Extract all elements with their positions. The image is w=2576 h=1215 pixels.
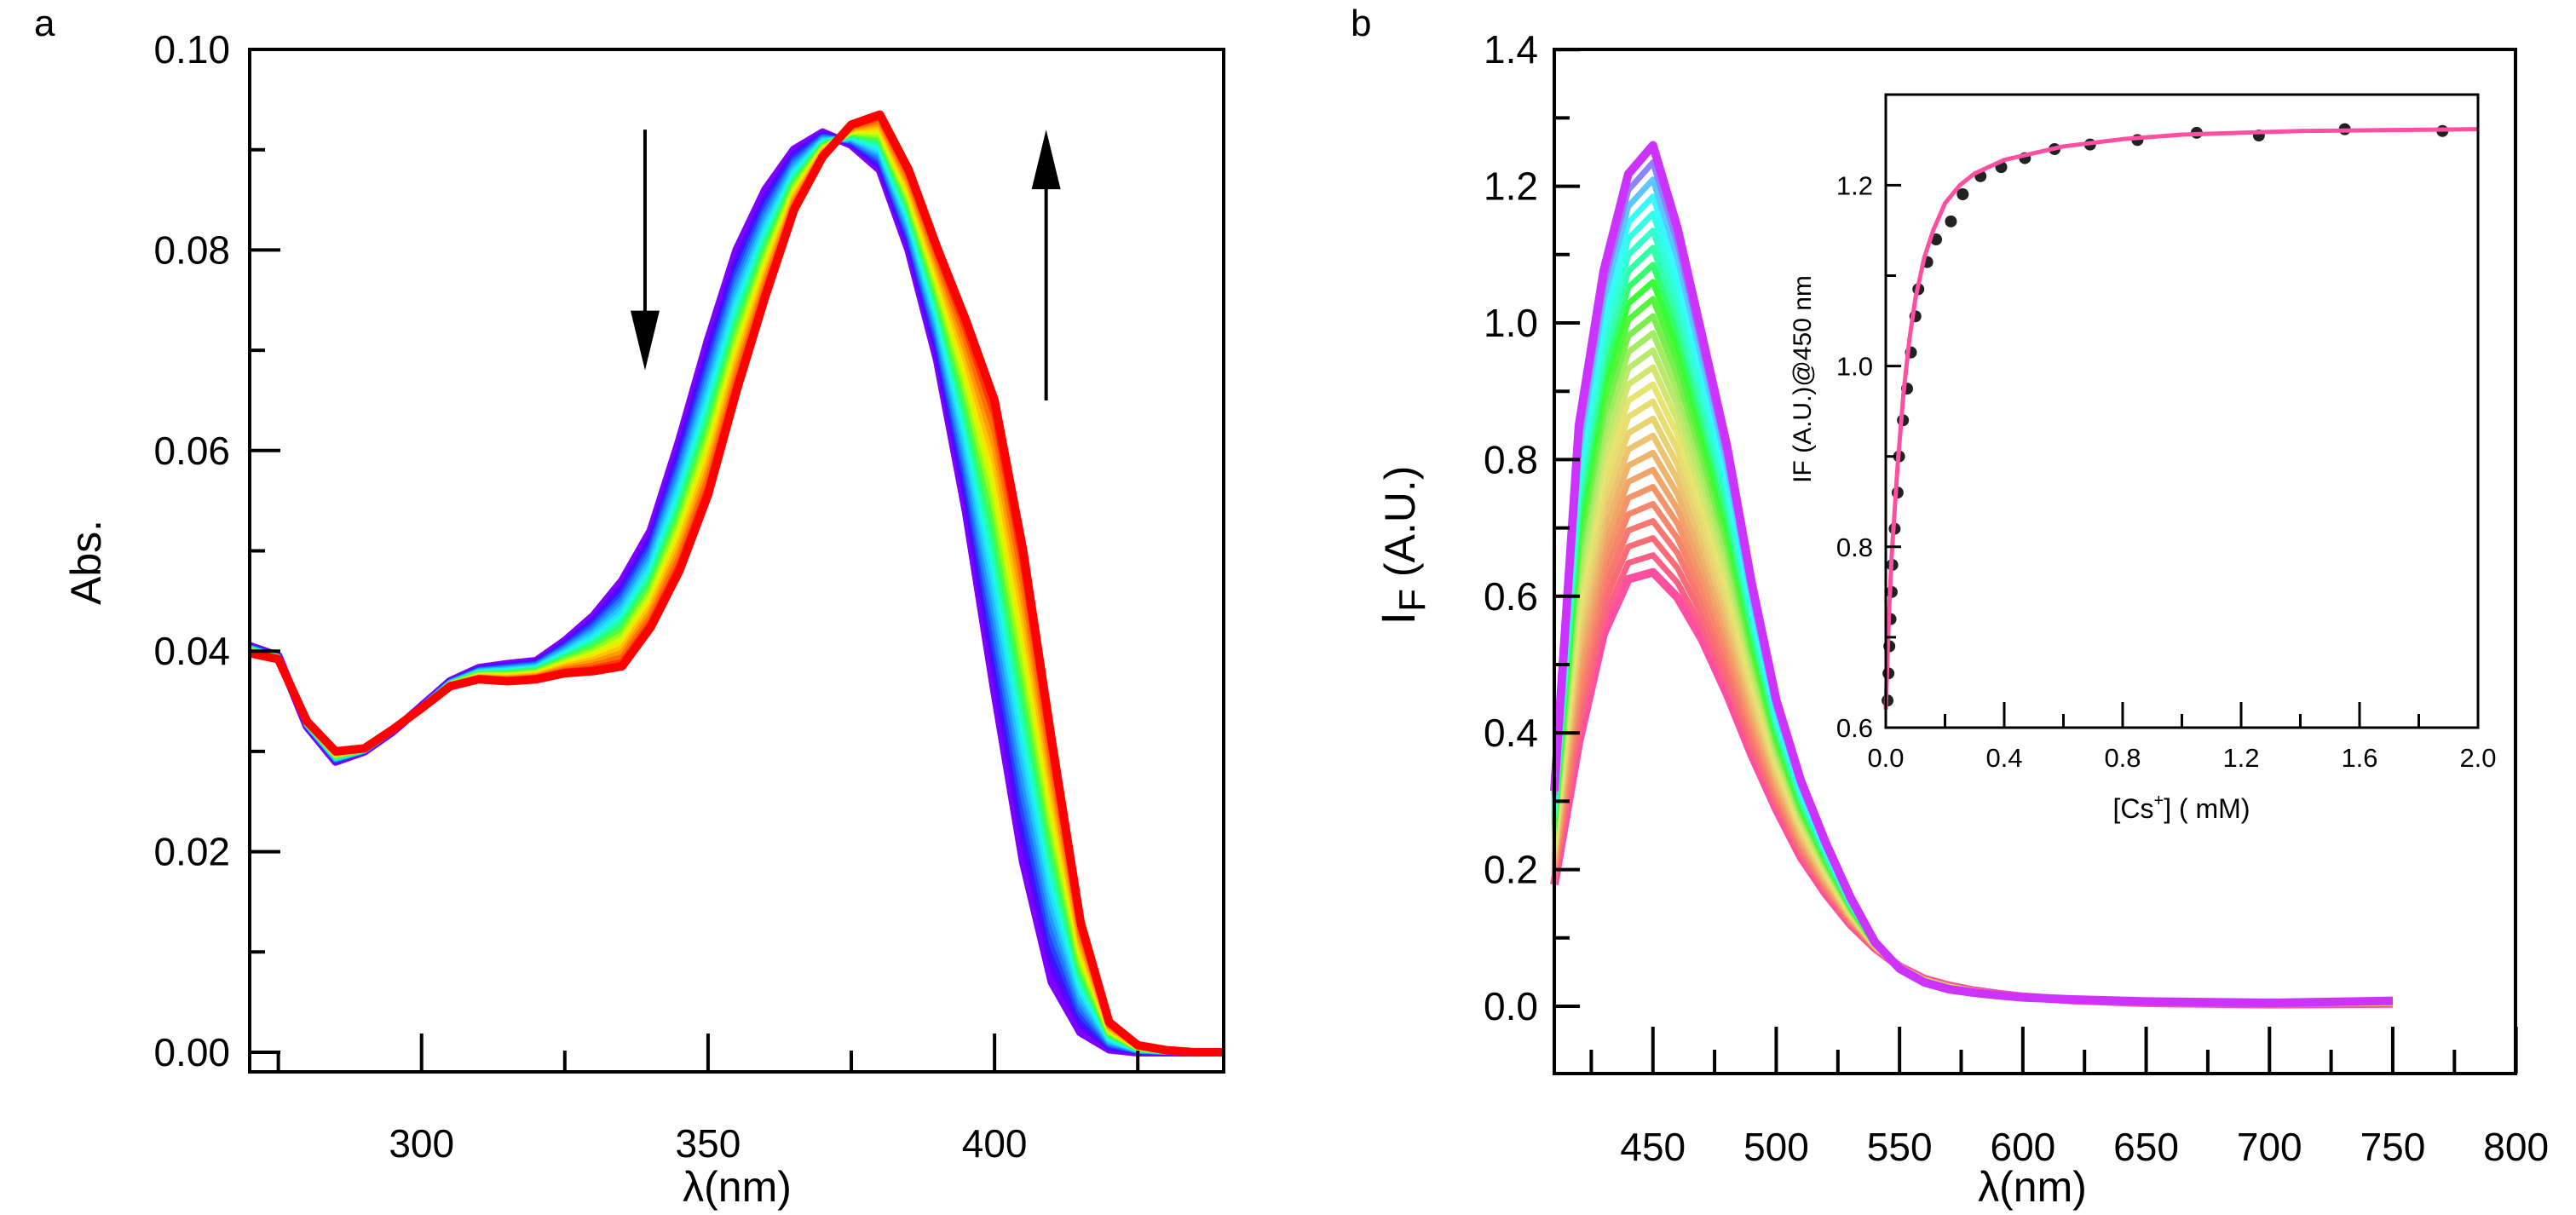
- spectrum-line-2: [1551, 552, 2394, 1007]
- y-tick-label: 0.2: [1484, 848, 1538, 892]
- arrow-down-icon: [630, 310, 660, 371]
- y-tick-label: 0.6: [1836, 713, 1873, 743]
- x-tick-label: 350: [676, 1121, 741, 1166]
- y-title-sub: F: [1392, 589, 1433, 612]
- axis-ticks-inset: 0.0 0.4 0.8 1.2 1.6 2.0 0.6 0.8 1.0 1.2: [1836, 170, 2497, 773]
- x-tick-label: 500: [1743, 1125, 1809, 1169]
- inset-x-axis-title: [Cs+] ( mM): [2113, 792, 2250, 824]
- x-tick-label: 400: [962, 1121, 1028, 1166]
- spectrum-line-26: [1550, 141, 2394, 1007]
- x-tick-label: 0.4: [1985, 743, 2022, 773]
- x-tick-label: 1.2: [2222, 743, 2259, 773]
- inset-x-title-sup: +: [2154, 792, 2164, 810]
- plot-frame-a: [248, 48, 1225, 1074]
- x-tick-label: 0.8: [2104, 743, 2141, 773]
- inset-titration-chart: 0.0 0.4 0.8 1.2 1.6 2.0 0.6 0.8 1.0 1.2 IF (A.U.)…: [1789, 93, 2497, 824]
- y-title-rest: (A.U.): [1376, 466, 1424, 589]
- y-tick-label: 0.08: [153, 227, 230, 272]
- spectrum-line-1: [1550, 567, 2394, 1009]
- y-tick-label: 0.8: [1484, 437, 1538, 481]
- y-tick-label: 1.4: [1484, 27, 1538, 72]
- y-tick-label: 1.0: [1836, 352, 1873, 382]
- y-axis-title-a: Abs.: [62, 520, 110, 605]
- y-tick-label: 0.04: [153, 629, 230, 673]
- data-point: [1945, 215, 1957, 227]
- data-point: [1956, 188, 1969, 201]
- x-tick-label: 650: [2113, 1125, 2179, 1169]
- x-tick-label: 300: [389, 1121, 454, 1166]
- axis-ticks-a: 300 350 400 0.00 0.02 0.04 0.06 0.08 0.10: [153, 27, 1140, 1166]
- y-tick-label: 0.8: [1836, 533, 1873, 562]
- y-tick-label: 0.06: [153, 429, 230, 473]
- x-tick-label: 800: [2483, 1125, 2549, 1169]
- x-axis-title-b: λ(nm): [1978, 1163, 2087, 1211]
- x-tick-label: 450: [1620, 1125, 1686, 1169]
- fit-curve: [1883, 127, 2479, 710]
- y-tick-label: 0.6: [1484, 574, 1538, 619]
- y-tick-label: 0.02: [153, 830, 230, 874]
- y-tick-label: 0.00: [153, 1030, 230, 1074]
- y-tick-label: 1.0: [1484, 301, 1538, 345]
- y-tick-label: 0.10: [153, 27, 230, 72]
- x-tick-label: 750: [2360, 1125, 2426, 1169]
- panel-b-letter: b: [1351, 3, 1371, 44]
- inset-y-axis-title: IF (A.U.)@450 nm: [1789, 275, 1817, 483]
- x-tick-label: 0.0: [1867, 743, 1904, 773]
- panel-a-absorbance-chart: 300 350 400 0.00 0.02 0.04 0.06 0.08 0.10 Abs. λ…: [62, 27, 1225, 1211]
- x-axis-title-a: λ(nm): [683, 1163, 792, 1211]
- y-tick-label: 0.0: [1484, 984, 1538, 1028]
- arrows: [630, 130, 1061, 400]
- y-tick-label: 1.2: [1836, 170, 1873, 200]
- x-tick-label: 2.0: [2459, 743, 2496, 773]
- y-tick-label: 1.2: [1484, 164, 1538, 209]
- fluorescence-curves: [1550, 141, 2394, 1009]
- spectrum-line-20: [248, 110, 1225, 1057]
- arrow-up-icon: [1031, 130, 1061, 190]
- y-tick-label: 0.4: [1484, 711, 1538, 755]
- absorbance-curves: [248, 110, 1225, 1057]
- x-tick-label: 600: [1990, 1125, 2055, 1169]
- inset-x-title-prefix: [Cs: [2113, 793, 2154, 824]
- inset-frame: [1884, 93, 2480, 729]
- panel-b-fluorescence-chart: 450 500 550 600 650 700 750 800 0.0 0.2 0.4 0.6 0.8 1…: [1371, 27, 2549, 1211]
- x-tick-label: 1.6: [2341, 743, 2377, 773]
- inset-marks: [1882, 123, 2479, 710]
- y-axis-title-b: IF (A.U.): [1371, 466, 1433, 625]
- inset-x-title-suffix: ] ( mM): [2164, 793, 2250, 824]
- x-tick-label: 700: [2237, 1125, 2302, 1169]
- axis-ticks-b: 450 500 550 600 650 700 750 800 0.0 0.2 0.4 0.6 0.8 1…: [1484, 27, 2549, 1169]
- plot-frame-b: [1553, 48, 2517, 1075]
- y-title-main: I: [1371, 612, 1425, 625]
- x-tick-label: 550: [1867, 1125, 1933, 1169]
- panel-a-letter: a: [34, 3, 55, 44]
